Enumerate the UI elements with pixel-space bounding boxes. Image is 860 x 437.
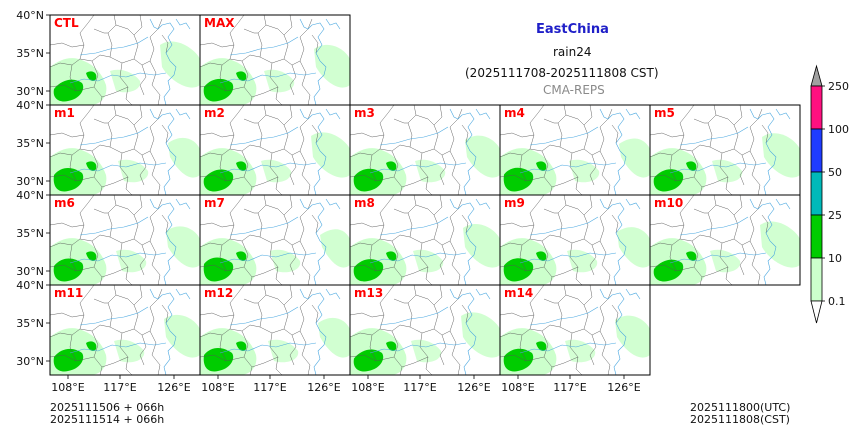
panel-frame (649, 194, 801, 286)
init-time-line1: 2025111506 + 066h (50, 401, 165, 414)
lat-tick-label: 30°N (16, 355, 44, 368)
panel-label: m10 (654, 196, 683, 210)
lon-tick-label: 126°E (607, 381, 640, 394)
lon-tick-label: 108°E (501, 381, 534, 394)
panel-m8: m8 (349, 194, 501, 286)
colorbar-level-label: 50 (828, 166, 842, 179)
lat-tick-label: 30°N (16, 265, 44, 278)
colorbar-level-label: 100 (828, 123, 849, 136)
lat-tick-label: 35°N (16, 227, 44, 240)
source-label: CMA-REPS (543, 83, 605, 97)
lon-tick-label: 117°E (253, 381, 286, 394)
panel-frame (499, 284, 651, 376)
lat-tick-label: 40°N (16, 9, 44, 22)
lon-tick-label: 108°E (201, 381, 234, 394)
panel-m10: m10 (649, 194, 801, 286)
valid-time-utc: 2025111800(UTC) (690, 401, 791, 414)
colorbar-level-label: 25 (828, 209, 842, 222)
panel-label: m7 (204, 196, 225, 210)
colorbar-segment (810, 128, 823, 173)
lat-tick-label: 35°N (16, 317, 44, 330)
colorbar-legend: 0.1 10 25 50 100 250 (810, 64, 849, 324)
lon-tick-label: 126°E (157, 381, 190, 394)
panel-m7: m7 (199, 194, 351, 286)
panel-m14: m14 (499, 284, 651, 376)
panel-m3: m3 (349, 104, 501, 196)
panel-label: m14 (504, 286, 533, 300)
panel-label: CTL (54, 16, 79, 30)
panel-label: m2 (204, 106, 225, 120)
panel-m4: m4 (499, 104, 651, 196)
init-time-line2: 2025111514 + 066h (50, 413, 165, 426)
lat-tick-label: 30°N (16, 175, 44, 188)
lat-tick-label: 35°N (16, 137, 44, 150)
lat-tick-label: 40°N (16, 189, 44, 202)
panel-label: m1 (54, 106, 75, 120)
colorbar-level-label: 0.1 (828, 295, 846, 308)
panel-ctl: CTL (49, 14, 201, 106)
lon-tick-label: 108°E (51, 381, 84, 394)
panel-label: m5 (654, 106, 675, 120)
colorbar-segment (810, 171, 823, 216)
colorbar-extend-bottom (810, 300, 823, 324)
period-title: (2025111708-2025111808 CST) (465, 66, 659, 80)
panel-label: m13 (354, 286, 383, 300)
panel-label: m12 (204, 286, 233, 300)
panel-max: MAX (199, 14, 351, 106)
panel-m11: m11 (49, 284, 201, 376)
lon-tick-label: 126°E (307, 381, 340, 394)
panel-m1: m1 (49, 104, 201, 196)
colorbar-level-label: 250 (828, 80, 849, 93)
colorbar-segment (810, 85, 823, 130)
lon-tick-label: 126°E (457, 381, 490, 394)
valid-time-cst: 2025111808(CST) (690, 413, 790, 426)
colorbar-segment (810, 214, 823, 259)
lat-tick-label: 35°N (16, 47, 44, 60)
lat-tick-label: 30°N (16, 85, 44, 98)
panel-label: m8 (354, 196, 375, 210)
panel-m13: m13 (349, 284, 501, 376)
lon-tick-label: 108°E (351, 381, 384, 394)
colorbar-segment (810, 257, 823, 302)
panel-label: MAX (204, 16, 235, 30)
lat-tick-label: 40°N (16, 279, 44, 292)
panel-m6: m6 (49, 194, 201, 286)
panel-m9: m9 (499, 194, 651, 286)
panel-m2: m2 (199, 104, 351, 196)
lon-tick-label: 117°E (103, 381, 136, 394)
lon-tick-label: 117°E (403, 381, 436, 394)
colorbar-level-label: 10 (828, 252, 842, 265)
panel-m12: m12 (199, 284, 351, 376)
panel-label: m6 (54, 196, 75, 210)
panel-label: m11 (54, 286, 83, 300)
lat-tick-label: 40°N (16, 99, 44, 112)
lon-tick-label: 117°E (553, 381, 586, 394)
variable-title: rain24 (553, 45, 592, 59)
panel-label: m3 (354, 106, 375, 120)
panel-m5: m5 (649, 104, 801, 196)
colorbar-extend-top (810, 64, 823, 87)
region-title: EastChina (536, 22, 609, 37)
panel-label: m4 (504, 106, 525, 120)
panel-label: m9 (504, 196, 525, 210)
